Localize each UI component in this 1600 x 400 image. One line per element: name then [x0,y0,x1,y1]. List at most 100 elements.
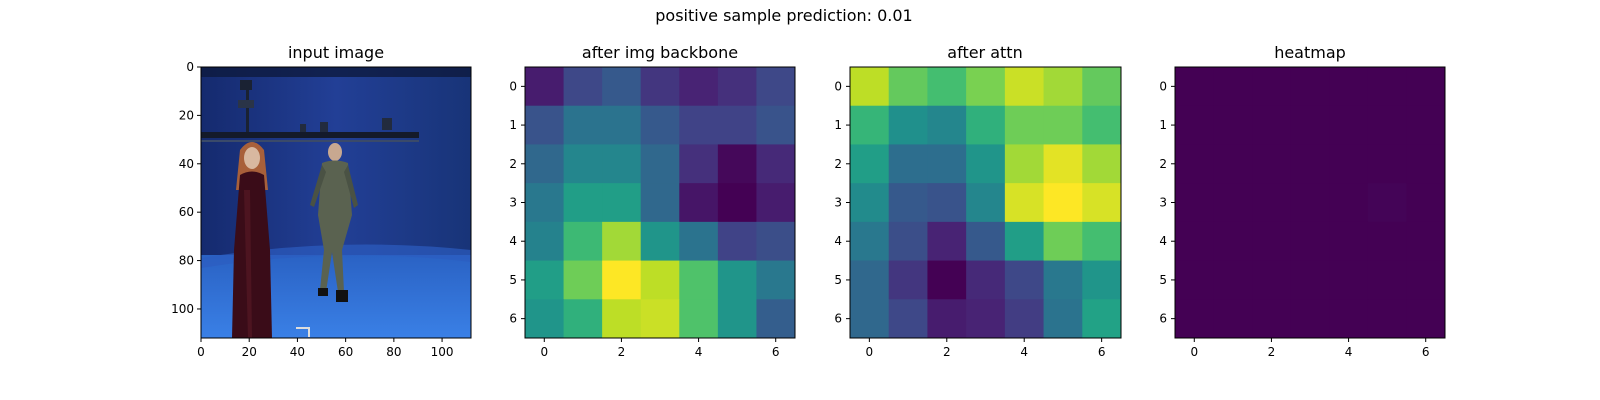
heatmap-cell [1367,67,1407,107]
heatmap-cell [756,183,796,223]
heatmap-cell [1175,221,1215,262]
heatmap-cell [1213,299,1253,339]
heatmap-cell [850,299,890,339]
heatmap-cell [927,67,967,107]
heatmap-cell [1043,221,1083,262]
heatmap-cell [1004,260,1045,300]
heatmap-cell [1043,144,1083,184]
y-tick-label: 2 [509,157,517,171]
heatmap-cell [717,299,757,339]
heatmap-cell [927,260,967,300]
heatmap-cell [1406,144,1446,184]
y-tick-label: 0 [1159,79,1167,93]
heatmap-cell [1367,299,1407,339]
x-tick-label: 100 [431,345,454,359]
heatmap-cell [717,260,757,300]
heatmap-cell [602,260,642,300]
heatmap-cell [1290,144,1330,184]
y-tick-label: 1 [509,118,517,132]
heatmap-cell [679,260,719,300]
y-tick-label: 0 [186,60,194,74]
y-tick-label: 0 [509,79,517,93]
heatmap-cell [1290,67,1330,107]
y-tick-label: 1 [834,118,842,132]
y-tick-label: 6 [1159,312,1167,326]
heatmap-cell [1406,67,1446,107]
heatmap-cell [525,144,565,184]
heatmap-cell [1004,67,1045,107]
heatmap-cell [525,221,565,262]
heatmap-cell [640,67,680,107]
heatmap-cell [1329,221,1369,262]
heatmap-cell [756,144,796,184]
heatmap-cell [717,144,757,184]
heatmap-cell [1329,260,1369,300]
heatmap-cell [1043,183,1083,223]
heatmap-cell [756,105,796,145]
heatmap-cell [966,144,1006,184]
heatmap-cell [1406,183,1446,223]
y-tick-label: 20 [179,108,194,122]
heatmap-cell [525,183,565,223]
heatmap-cell [850,221,890,262]
y-tick-label: 5 [509,273,517,287]
input-photo [200,66,472,339]
heatmap-cell [927,221,967,262]
person-woman [232,142,272,338]
heatmap-cell [756,221,796,262]
figure-suptitle: positive sample prediction: 0.01 [655,6,912,25]
heatmap-cell [1175,67,1215,107]
heatmap-cell [966,105,1006,145]
x-tick-label: 4 [695,345,703,359]
heatmap-cell [1004,183,1045,223]
heatmap-cell [525,105,565,145]
x-tick-label: 40 [290,345,305,359]
heatmap-cell [966,260,1006,300]
heatmap-cell [1213,67,1253,107]
panel-after-img-backbone: after img backbone 0 2 4 6 0 1 2 3 4 5 6 [509,43,796,359]
heatmap-cell [1082,183,1122,223]
heatmap-cell [1252,183,1292,223]
y-tick-label: 2 [1159,157,1167,171]
heatmap-cell [888,105,928,145]
heatmap-cell [927,105,967,145]
heatmap-cell [640,183,680,223]
y-tick-label: 6 [834,312,842,326]
heatmap-cell [717,221,757,262]
y-tick-label: 100 [171,302,194,316]
heatmap-cell [1290,183,1330,223]
heatmap-cell [563,67,603,107]
x-tick-label: 80 [386,345,401,359]
heatmap-cell [850,67,890,107]
heatmap-cell [966,67,1006,107]
heatmap-cell [888,67,928,107]
x-tick-label: 2 [618,345,626,359]
heatmap-cell [602,144,642,184]
heatmap-cell [1367,183,1407,223]
heatmap-cell [1082,260,1122,300]
x-tick-label: 6 [1098,345,1106,359]
heatmap-cell [927,183,967,223]
heatmap-cell [1329,105,1369,145]
heatmap-cell [1213,221,1253,262]
heatmap-cell [1004,105,1045,145]
y-tick-label: 0 [834,79,842,93]
heatmap-cell [1290,105,1330,145]
heatmap-cell [563,260,603,300]
heatmap-cell [927,299,967,339]
heatmap-cell [563,299,603,339]
heatmap-cell [1290,221,1330,262]
x-tick-label: 20 [242,345,257,359]
heatmap-cell [1290,260,1330,300]
y-tick-label: 6 [509,312,517,326]
heatmap-cell [679,105,719,145]
heatmap-cell [679,299,719,339]
heatmap-cell [1252,67,1292,107]
heatmap-cell [1329,299,1369,339]
heatmap-cell [640,299,680,339]
y-tick-label: 3 [509,196,517,210]
heatmap-cell [966,299,1006,339]
heatmap-cell [850,260,890,300]
x-tick-label: 6 [772,345,780,359]
heatmap-cell [927,144,967,184]
